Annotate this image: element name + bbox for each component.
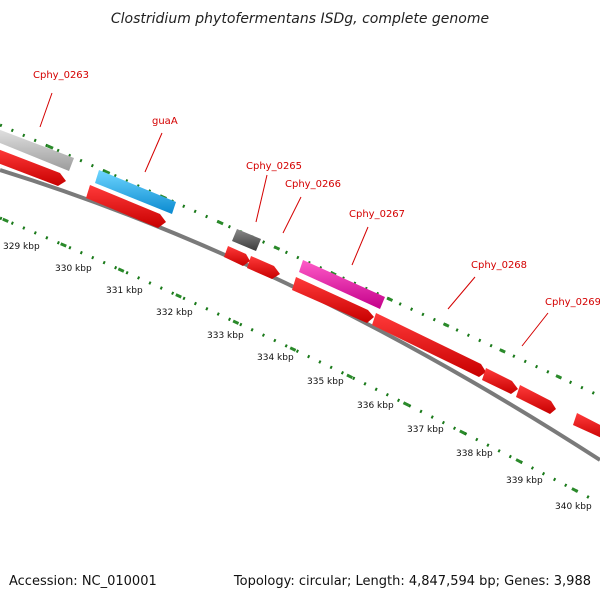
cds-arrow [573,413,600,438]
gene-labels: Cphy_0263 guaA Cphy_0265 Cphy_0266 Cphy_… [33,70,600,308]
leader-cphy-0268 [447,276,476,310]
kbp-label-338: 338 kbp [456,449,493,459]
outer-ruler-minor-ticks [0,123,600,398]
map-title: Clostridium phytofermentans ISDg, comple… [111,11,489,27]
outer-feature-track [0,129,385,309]
cds-arrow [372,313,486,377]
outer-ruler [0,123,600,398]
gene-label-cphy-0263: Cphy_0263 [33,70,89,81]
cds-arrow [0,149,66,186]
gene-label-cphy-0267: Cphy_0267 [349,209,405,220]
feature-guaa [95,170,176,214]
kbp-label-335: 335 kbp [307,377,344,387]
kbp-label-331: 331 kbp [106,286,143,296]
gene-label-cphy-0269: Cphy_0269 [545,297,600,308]
cds-arrow [86,185,166,228]
kbp-label-336: 336 kbp [357,401,394,411]
accession-text: Accession: NC_010001 [9,574,157,589]
leader-cphy-0269 [521,312,549,347]
cds-arrow [224,246,250,266]
leader-guaa [144,132,163,173]
cds-arrow [516,385,556,414]
gene-label-cphy-0266: Cphy_0266 [285,179,341,190]
kbp-label-332: 332 kbp [156,308,193,318]
topology-text: Topology: circular; Length: 4,847,594 bp… [233,574,591,589]
kbp-label-333: 333 kbp [207,331,244,341]
cds-arrow [247,256,280,279]
kbp-label-340: 340 kbp [555,502,592,512]
feature-cphy-0265 [232,229,261,251]
leader-cphy-0266 [282,196,302,234]
gene-label-cphy-0268: Cphy_0268 [471,260,527,271]
kbp-label-337: 337 kbp [407,425,444,435]
feature-cphy-0267 [299,260,385,309]
leader-cphy-0267 [351,226,369,266]
kbp-label-334: 334 kbp [257,353,294,363]
cds-track [0,149,600,438]
label-leaders [39,92,549,347]
gene-label-guaa: guaA [152,116,178,127]
cds-arrow [482,368,518,394]
gene-label-cphy-0265: Cphy_0265 [246,161,302,172]
feature-cphy-0263 [0,129,74,171]
cds-arrow [292,277,374,323]
leader-cphy-0265 [255,174,268,223]
kbp-label-329: 329 kbp [3,242,40,252]
kbp-label-330: 330 kbp [55,264,92,274]
kbp-labels: 329 kbp 330 kbp 331 kbp 332 kbp 333 kbp … [3,242,592,512]
leader-cphy-0263 [39,92,53,128]
genome-backbone [0,168,600,462]
kbp-label-339: 339 kbp [506,476,543,486]
